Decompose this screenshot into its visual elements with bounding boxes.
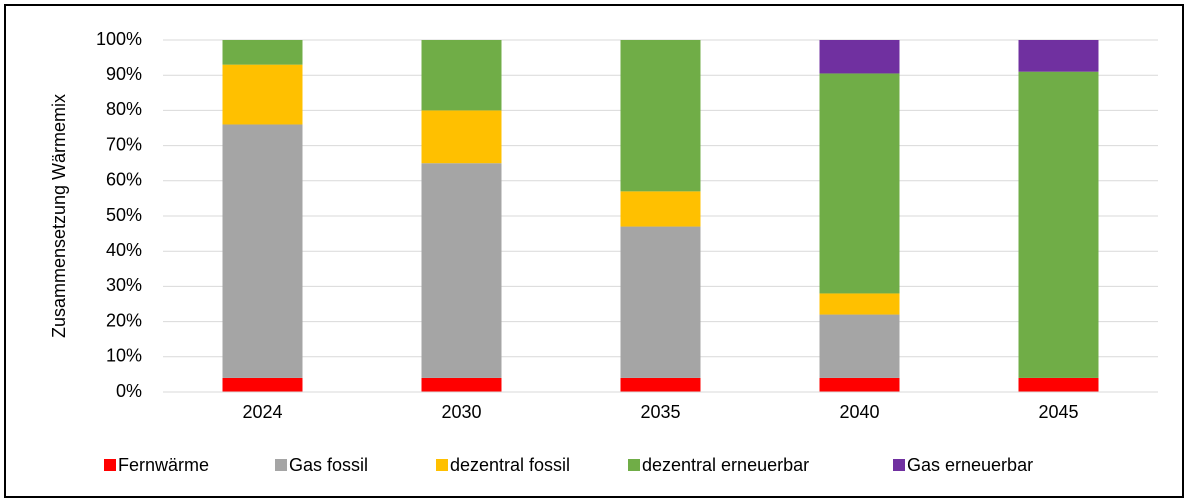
- bar-segment: [1018, 71, 1099, 378]
- x-tick-label: 2030: [441, 402, 481, 422]
- bar-segment: [819, 40, 900, 74]
- y-tick-label: 70%: [106, 134, 142, 154]
- y-tick-label: 40%: [106, 240, 142, 260]
- legend-label: Gas fossil: [289, 455, 368, 475]
- x-tick-label: 2040: [839, 402, 879, 422]
- bar-segment: [222, 377, 303, 392]
- bar-segment: [421, 40, 502, 111]
- y-tick-label: 30%: [106, 275, 142, 295]
- y-tick-label: 10%: [106, 346, 142, 366]
- bar-segment: [620, 226, 701, 378]
- legend-label: Fernwärme: [118, 455, 209, 475]
- y-tick-label: 60%: [106, 170, 142, 190]
- legend-swatch: [628, 459, 640, 471]
- bar-segment: [421, 163, 502, 378]
- bar-segment: [222, 64, 303, 125]
- legend-label: Gas erneuerbar: [907, 455, 1033, 475]
- bar-segment: [1018, 40, 1099, 72]
- y-axis-title: Zusammensetzung Wärmemix: [49, 94, 69, 338]
- legend-label: dezentral fossil: [450, 455, 570, 475]
- y-tick-label: 100%: [96, 29, 142, 49]
- bar-segment: [819, 314, 900, 378]
- legend-label: dezentral erneuerbar: [642, 455, 809, 475]
- bar-segment: [620, 40, 701, 192]
- x-tick-label: 2024: [242, 402, 282, 422]
- y-tick-label: 50%: [106, 205, 142, 225]
- y-tick-label: 0%: [116, 381, 142, 401]
- x-tick-label: 2035: [640, 402, 680, 422]
- legend-swatch: [436, 459, 448, 471]
- y-tick-label: 80%: [106, 99, 142, 119]
- bar-segment: [620, 191, 701, 227]
- legend-swatch: [104, 459, 116, 471]
- bar-segment: [222, 124, 303, 378]
- bar-segment: [819, 73, 900, 294]
- bar-segment: [819, 377, 900, 392]
- bar-segment: [1018, 377, 1099, 392]
- legend-swatch: [275, 459, 287, 471]
- bar-segment: [222, 40, 303, 65]
- legend-swatch: [893, 459, 905, 471]
- bar-segment: [421, 377, 502, 392]
- bar-segment: [421, 110, 502, 164]
- bar-segment: [819, 293, 900, 315]
- y-tick-label: 20%: [106, 310, 142, 330]
- bar-segment: [620, 377, 701, 392]
- x-tick-label: 2045: [1038, 402, 1078, 422]
- y-tick-label: 90%: [106, 64, 142, 84]
